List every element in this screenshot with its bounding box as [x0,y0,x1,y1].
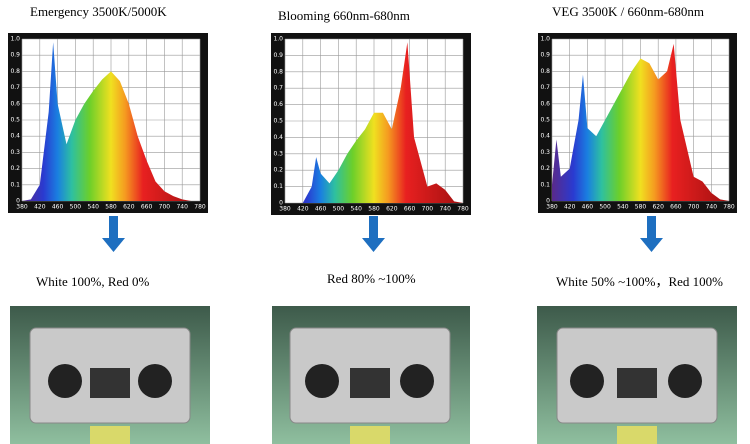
x-tick-label: 580 [368,206,380,213]
y-tick-label: 0.3 [540,149,550,156]
y-tick-label: 0.2 [273,167,283,174]
x-tick-label: 500 [599,204,611,211]
x-tick-label: 380 [279,206,291,213]
y-tick-label: 0.6 [10,100,20,107]
y-tick-label: 0.5 [273,118,283,125]
y-tick-label: 0.6 [273,101,283,108]
y-tick-label: 0.4 [273,134,283,141]
x-tick-label: 380 [16,204,28,211]
y-tick-label: 0.8 [10,68,20,75]
y-tick-label: 1.0 [273,36,283,43]
y-tick-label: 0.3 [10,149,20,156]
y-tick-label: 0 [16,198,20,205]
caption: Red 80% ~100% [327,271,416,286]
x-tick-label: 540 [617,204,629,211]
y-tick-label: 0.8 [540,68,550,75]
x-tick-label: 620 [123,204,135,211]
controller-photos [10,306,737,444]
y-tick-label: 0.7 [540,84,550,91]
y-tick-label: 0.6 [540,100,550,107]
y-tick-label: 0.2 [540,165,550,172]
x-tick-label: 580 [105,204,117,211]
x-tick-label: 500 [333,206,345,213]
y-tick-label: 0.8 [273,68,283,75]
x-tick-label: 780 [194,204,206,211]
x-tick-label: 420 [297,206,309,213]
y-tick-label: 0.4 [540,133,550,140]
x-tick-label: 460 [315,206,327,213]
x-tick-label: 460 [52,204,64,211]
x-tick-label: 740 [706,204,718,211]
y-tick-label: 1.0 [10,36,20,43]
y-tick-label: 0.9 [540,52,550,59]
y-tick-label: 0.1 [540,181,550,188]
caption: White 100%, Red 0% [36,274,150,289]
x-tick-label: 740 [176,204,188,211]
spectrum-area [552,43,729,201]
y-tick-label: 1.0 [540,36,550,43]
x-tick-label: 500 [70,204,82,211]
x-tick-label: 700 [159,204,171,211]
caption: White 50% ~100%，Red 100% [556,274,723,289]
y-tick-label: 0.7 [273,85,283,92]
y-tick-label: 0.5 [540,117,550,124]
x-tick-label: 420 [34,204,46,211]
x-tick-label: 700 [422,206,434,213]
x-tick-label: 780 [723,204,735,211]
chart-title: Blooming 660nm-680nm [278,8,410,23]
x-tick-label: 420 [564,204,576,211]
x-tick-label: 620 [386,206,398,213]
y-tick-label: 0.2 [10,165,20,172]
x-tick-label: 660 [141,204,153,211]
chart-title: Emergency 3500K/5000K [30,4,167,19]
y-tick-label: 0 [546,198,550,205]
x-tick-label: 620 [652,204,664,211]
y-tick-label: 0 [279,200,283,207]
x-tick-label: 540 [350,206,362,213]
y-tick-label: 0.1 [10,181,20,188]
y-tick-label: 0.1 [273,183,283,190]
x-tick-label: 740 [439,206,451,213]
x-tick-label: 700 [688,204,700,211]
y-tick-label: 0.9 [273,52,283,59]
x-tick-label: 580 [635,204,647,211]
x-tick-label: 540 [87,204,99,211]
x-tick-label: 780 [457,206,469,213]
x-tick-label: 380 [546,204,558,211]
spectrum-area [22,42,200,201]
arrows [102,216,663,252]
x-tick-label: 660 [404,206,416,213]
y-tick-label: 0.5 [10,117,20,124]
chart-title: VEG 3500K / 660nm-680nm [552,4,704,19]
spectrum-area [285,42,463,203]
x-tick-label: 660 [670,204,682,211]
y-tick-label: 0.4 [10,133,20,140]
x-tick-label: 460 [582,204,594,211]
y-tick-label: 0.7 [10,84,20,91]
y-tick-label: 0.9 [10,52,20,59]
y-tick-label: 0.3 [273,150,283,157]
